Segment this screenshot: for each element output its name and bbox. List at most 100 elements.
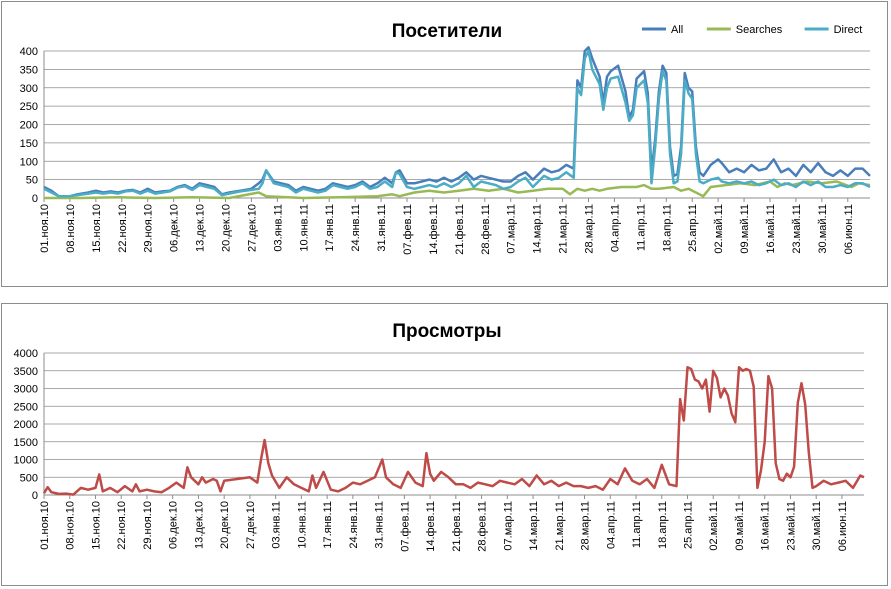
x-tick-label: 11.апр.11 xyxy=(631,501,643,548)
legend-item-searches: Searches xyxy=(706,24,783,36)
y-tick-label: 300 xyxy=(20,83,38,95)
y-tick-label: 400 xyxy=(20,46,38,58)
x-tick-label: 29.ноя.10 xyxy=(143,204,155,253)
x-tick-label: 28.мар.11 xyxy=(580,501,592,551)
x-tick-label: 20.дек.10 xyxy=(220,204,232,252)
y-tick-label: 3500 xyxy=(14,366,38,378)
y-tick-label: 0 xyxy=(32,193,38,205)
y-tick-label: 500 xyxy=(20,472,38,484)
x-tick-label: 17.янв.11 xyxy=(324,204,336,252)
x-tick-label: 22.ноя.10 xyxy=(116,501,128,550)
x-tick-label: 29.ноя.10 xyxy=(142,501,154,550)
x-tick-label: 06.дек.10 xyxy=(168,501,180,549)
x-tick-label: 14.фев.11 xyxy=(425,501,437,552)
x-tick-label: 10.янв.11 xyxy=(298,204,310,252)
y-tick-label: 1500 xyxy=(14,437,38,449)
x-tick-label: 03.янв.11 xyxy=(271,501,283,549)
x-tick-label: 31.янв.11 xyxy=(374,501,386,549)
x-tick-label: 03.янв.11 xyxy=(272,204,284,252)
pageviews-chart-title: Просмотры xyxy=(392,321,501,342)
x-tick-label: 07.фев.11 xyxy=(402,204,414,255)
x-tick-label: 28.мар.11 xyxy=(583,204,595,254)
legend-label-all: All xyxy=(671,24,683,36)
x-tick-label: 09.май.11 xyxy=(734,501,746,551)
x-tick-label: 04.апр.11 xyxy=(609,204,621,252)
x-tick-label: 27.дек.10 xyxy=(246,204,258,252)
gridlines xyxy=(44,50,870,181)
x-tick-label: 21.фев.11 xyxy=(454,204,466,255)
x-tick-label: 16.май.11 xyxy=(760,501,772,551)
series-line-searches xyxy=(44,180,871,200)
visitors-legend: All Searches Direct xyxy=(642,24,862,36)
y-tick-label: 50 xyxy=(26,175,38,187)
x-tick-label: 07.мар.11 xyxy=(502,501,514,551)
y-tick-label: 4000 xyxy=(14,348,38,360)
y-tick-label: 2000 xyxy=(14,419,38,431)
x-tick-label: 24.янв.11 xyxy=(350,204,362,252)
y-tick-label: 0 xyxy=(32,490,38,502)
y-tick-label: 350 xyxy=(20,64,38,76)
x-tick-label: 21.мар.11 xyxy=(554,501,566,551)
x-tick-label: 15.ноя.10 xyxy=(90,501,102,550)
x-tick-label: 04.апр.11 xyxy=(605,501,617,549)
legend-label-searches: Searches xyxy=(736,24,783,36)
x-tick-label: 10.янв.11 xyxy=(296,501,308,549)
x-tick-label: 01.ноя.10 xyxy=(39,204,51,253)
legend-item-all: All xyxy=(642,24,683,36)
x-tick-label: 08.ноя.10 xyxy=(65,204,77,253)
gridlines xyxy=(44,352,864,478)
x-tick-label: 16.май.11 xyxy=(765,204,777,254)
x-tick-label: 25.апр.11 xyxy=(687,204,699,252)
x-tick-label: 13.дек.10 xyxy=(193,501,205,549)
x-tick-label: 14.фев.11 xyxy=(428,204,440,255)
visitors-chart-title: Посетители xyxy=(392,21,503,42)
pageviews-chart: Просмотры 0 500 1000 1500 2000 2500 3000 3500 40… xyxy=(14,321,865,552)
x-tick-label: 28.фев.11 xyxy=(480,204,492,255)
x-tick-label: 21.фев.11 xyxy=(451,501,463,552)
x-tick-label: 15.ноя.10 xyxy=(91,204,103,253)
x-tick-label: 23.май.11 xyxy=(785,501,797,551)
series-line-all xyxy=(43,46,871,198)
x-tick-label: 25.апр.11 xyxy=(682,501,694,549)
pageviews-chart-panel: Просмотры 0 500 1000 1500 2000 2500 3000 3500 40… xyxy=(1,303,888,586)
x-tick-label: 14.мар.11 xyxy=(532,204,544,254)
x-tick-label: 18.апр.11 xyxy=(657,501,669,549)
y-tick-label: 200 xyxy=(20,120,38,132)
x-tick-label: 11.апр.11 xyxy=(635,204,647,251)
x-tick-label: 21.мар.11 xyxy=(558,204,570,254)
x-tick-label: 08.ноя.10 xyxy=(65,501,77,550)
x-tick-label: 23.май.11 xyxy=(791,204,803,254)
y-tick-label: 250 xyxy=(20,101,38,113)
x-tick-label: 06.июн.11 xyxy=(837,501,849,551)
x-tick-label: 02.май.11 xyxy=(713,204,725,254)
x-tick-label: 17.янв.11 xyxy=(322,501,334,549)
x-tick-label: 18.апр.11 xyxy=(661,204,673,252)
x-tick-label: 07.мар.11 xyxy=(506,204,518,254)
x-tick-label: 07.фев.11 xyxy=(399,501,411,552)
x-tick-label: 02.май.11 xyxy=(708,501,720,551)
x-tick-label: 09.май.11 xyxy=(739,204,751,254)
x-tick-label: 20.дек.10 xyxy=(219,501,231,549)
visitors-chart-panel: Посетители All Searches Direct 0 50 100 150 20… xyxy=(1,1,888,287)
y-tick-label: 100 xyxy=(20,156,38,168)
x-tick-label: 06.июн.11 xyxy=(843,204,855,254)
x-tick-label: 06.дек.10 xyxy=(169,204,181,252)
x-tick-label: 13.дек.10 xyxy=(195,204,207,252)
visitors-chart: Посетители All Searches Direct 0 50 100 150 20… xyxy=(20,21,871,255)
x-tick-label: 24.янв.11 xyxy=(348,501,360,549)
y-tick-label: 3000 xyxy=(14,384,38,396)
x-tick-label: 27.дек.10 xyxy=(245,501,257,549)
series-line-direct xyxy=(43,49,871,198)
series-line xyxy=(42,365,865,496)
y-tick-label: 150 xyxy=(20,138,38,150)
x-tick-label: 01.ноя.10 xyxy=(39,501,51,550)
legend-label-direct: Direct xyxy=(834,24,863,36)
x-tick-label: 31.янв.11 xyxy=(376,204,388,252)
x-tick-label: 30.май.11 xyxy=(817,204,829,254)
x-tick-label: 28.фев.11 xyxy=(477,501,489,552)
x-tick-label: 22.ноя.10 xyxy=(117,204,129,253)
legend-item-direct: Direct xyxy=(804,24,863,36)
x-tick-label: 30.май.11 xyxy=(811,501,823,551)
y-tick-label: 2500 xyxy=(14,401,38,413)
x-tick-label: 14.мар.11 xyxy=(528,501,540,551)
